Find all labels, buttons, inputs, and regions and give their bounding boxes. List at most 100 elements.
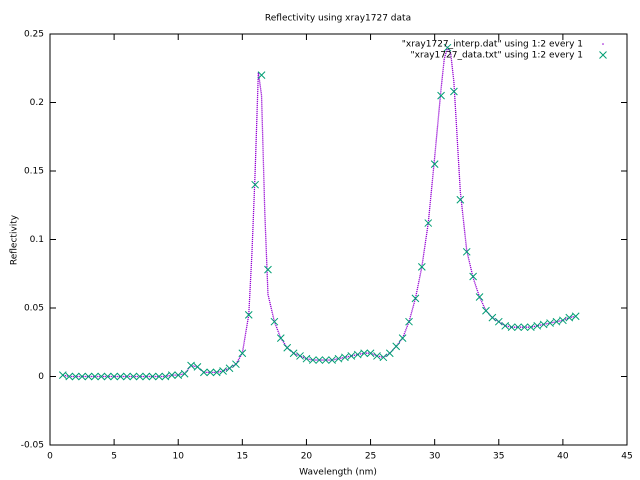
data-point <box>302 354 311 363</box>
data-point <box>193 363 202 371</box>
y-tick-label: 0.2 <box>30 98 44 108</box>
legend-marker <box>599 51 607 59</box>
data-point <box>264 265 272 274</box>
data-point <box>507 323 516 332</box>
data-point <box>155 372 163 381</box>
data-point <box>366 349 375 358</box>
data-point <box>180 369 189 378</box>
data-point <box>289 349 298 358</box>
data-point <box>571 312 580 321</box>
data-point <box>315 356 324 364</box>
data-point <box>482 306 490 315</box>
data-point <box>257 71 266 79</box>
x-tick-label: 25 <box>365 452 376 462</box>
data-point <box>520 323 529 332</box>
data-point <box>65 372 74 381</box>
data-point <box>78 372 86 381</box>
data-point <box>539 320 548 329</box>
data-point <box>334 354 343 363</box>
data-point <box>116 372 125 381</box>
data-point <box>103 372 112 381</box>
data-point <box>353 350 362 359</box>
data-point <box>71 372 80 381</box>
data-point <box>244 310 253 319</box>
data-point <box>405 317 413 326</box>
data-point <box>206 368 215 377</box>
data-point <box>309 356 317 364</box>
data-point <box>58 371 67 379</box>
data-point <box>552 317 561 326</box>
data-point <box>565 313 574 322</box>
data-point <box>148 372 157 381</box>
x-tick-label: 15 <box>237 452 248 462</box>
data-point <box>385 349 394 358</box>
data-point <box>494 317 503 326</box>
data-point <box>379 353 388 362</box>
data-point <box>232 360 240 369</box>
data-point <box>219 367 227 375</box>
data-point <box>174 371 183 379</box>
data-point <box>488 313 497 322</box>
y-tick-label: -0.05 <box>21 441 44 451</box>
data-point <box>283 343 292 352</box>
data-point <box>392 342 401 351</box>
x-tick-label: 30 <box>429 452 441 462</box>
data-point <box>430 160 439 169</box>
interp-line <box>62 46 576 378</box>
y-tick-label: 0 <box>38 372 44 382</box>
data-point <box>187 361 195 370</box>
data-point <box>200 368 208 377</box>
data-point <box>424 219 433 227</box>
data-point <box>276 334 285 342</box>
data-point <box>328 356 336 364</box>
x-tick-label: 10 <box>172 452 184 462</box>
x-tick-label: 40 <box>557 452 569 462</box>
data-point <box>321 356 330 364</box>
data-point <box>251 180 260 189</box>
data-point <box>398 334 407 342</box>
data-point <box>129 372 138 381</box>
y-tick-label: 0.15 <box>24 167 44 177</box>
data-point <box>142 372 151 381</box>
data-point <box>475 293 484 301</box>
data-point <box>501 321 510 330</box>
data-point <box>437 91 445 100</box>
x-tick-label: 0 <box>47 452 53 462</box>
y-tick-label: 0.05 <box>24 304 44 314</box>
data-point <box>417 263 426 271</box>
data-point <box>296 352 304 360</box>
data-point <box>443 43 452 52</box>
plot-border <box>49 33 628 446</box>
data-point <box>360 349 368 358</box>
data-point <box>456 195 465 204</box>
data-point <box>110 372 118 381</box>
data-point <box>84 372 93 381</box>
legend-marker <box>602 43 604 45</box>
data-point <box>97 372 106 381</box>
data-point <box>212 368 221 377</box>
data-point <box>167 371 176 379</box>
data-point <box>225 364 234 373</box>
data-point <box>91 372 99 381</box>
x-axis-label: Wavelength (nm) <box>299 468 377 478</box>
legend-label: "xray1727_interp.dat" using 1:2 every 1 <box>402 40 583 50</box>
data-point <box>135 372 144 381</box>
chart-title: Reflectivity using xray1727 data <box>265 14 411 24</box>
data-point <box>347 352 356 360</box>
data-point <box>341 353 349 362</box>
data-point <box>559 316 567 325</box>
data-point <box>469 272 477 281</box>
data-point <box>161 372 170 381</box>
data-point <box>450 87 458 96</box>
data-point <box>526 323 535 332</box>
y-tick-label: 0.25 <box>24 30 44 40</box>
data-point <box>123 372 131 381</box>
data-point <box>411 294 420 303</box>
x-tick-label: 35 <box>493 452 504 462</box>
data-point <box>533 321 542 330</box>
data-point <box>546 319 554 327</box>
data-point <box>270 317 279 326</box>
data-point <box>514 323 522 332</box>
x-tick-label: 5 <box>111 452 117 462</box>
